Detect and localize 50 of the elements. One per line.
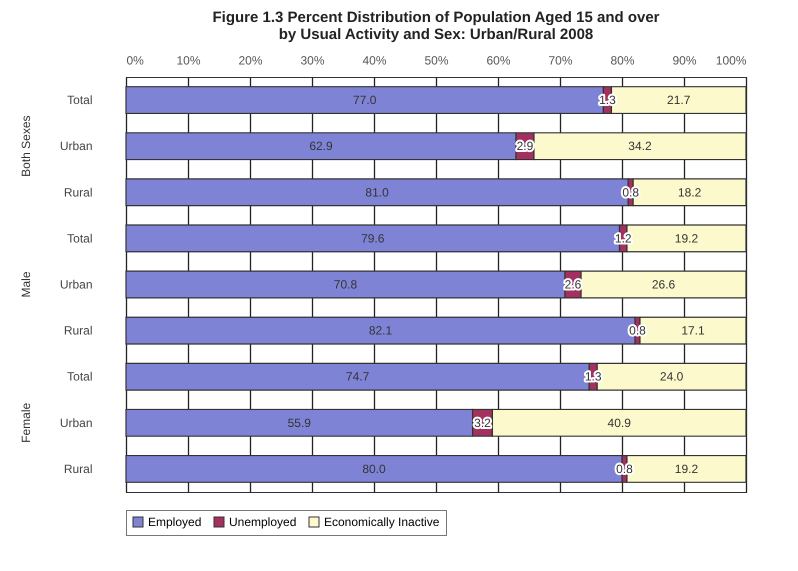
- data-label: 34.2: [628, 139, 652, 154]
- x-tick-label: 30%: [300, 54, 325, 68]
- data-label: 24.0: [660, 370, 684, 384]
- data-label: 55.9: [288, 416, 312, 430]
- y-tick-label: Rural: [64, 324, 92, 338]
- x-tick-label: 20%: [238, 54, 263, 68]
- x-tick-label: 80%: [610, 54, 635, 68]
- legend-label: Economically Inactive: [324, 515, 440, 529]
- data-label: 1.3: [599, 93, 616, 108]
- y-tick-label: Urban: [60, 416, 92, 430]
- data-label: 77.0: [353, 93, 377, 108]
- data-label: 2.9: [516, 139, 534, 154]
- text: Both Sexes: [19, 115, 33, 177]
- data-label: 81.0: [365, 185, 390, 200]
- x-tick-label: 50%: [424, 54, 449, 68]
- x-tick-label: 60%: [486, 54, 511, 68]
- data-label: 80.0: [362, 462, 386, 476]
- y-tick-label: Rural: [64, 185, 92, 200]
- text: Male: [19, 271, 33, 298]
- x-tick-label: 0%: [126, 54, 144, 68]
- x-tick-label: 100%: [716, 54, 747, 68]
- x-tick-label: 90%: [672, 54, 697, 68]
- data-label: 0.8: [622, 185, 640, 200]
- x-tick-label: 70%: [548, 54, 573, 68]
- data-label: 1.3: [584, 370, 602, 384]
- legend-label: Unemployed: [229, 515, 296, 529]
- y-tick-label: Rural: [64, 462, 92, 476]
- data-label: 19.2: [674, 231, 698, 246]
- y-tick-label: Total: [67, 231, 92, 246]
- data-label: 21.7: [667, 93, 691, 108]
- x-tick-label: 10%: [176, 54, 201, 68]
- data-label: 17.1: [681, 324, 705, 338]
- legend-label: Employed: [148, 515, 202, 529]
- data-label: 26.6: [652, 278, 676, 292]
- y-tick-label: Total: [67, 93, 92, 108]
- y-tick-label: Urban: [60, 278, 92, 292]
- x-tick-label: 40%: [362, 54, 387, 68]
- data-label: 3.2: [474, 416, 492, 430]
- data-label: 40.9: [608, 416, 632, 430]
- data-label: 62.9: [309, 139, 333, 154]
- data-label: 74.7: [346, 370, 370, 384]
- data-label: 19.2: [674, 462, 698, 476]
- data-label: 82.1: [368, 324, 393, 338]
- text: Female: [19, 402, 33, 443]
- chart-title: Figure 1.3 Percent Distribution of Population Aged 15 and over by Usual Activity and Sex: Urban/Rural 2008: [212, 9, 660, 43]
- y-tick-label: Total: [67, 370, 92, 384]
- y-tick-label: Urban: [60, 139, 92, 154]
- data-label: 70.8: [334, 278, 358, 292]
- data-label: 79.6: [361, 231, 385, 246]
- data-label: 18.2: [678, 185, 702, 200]
